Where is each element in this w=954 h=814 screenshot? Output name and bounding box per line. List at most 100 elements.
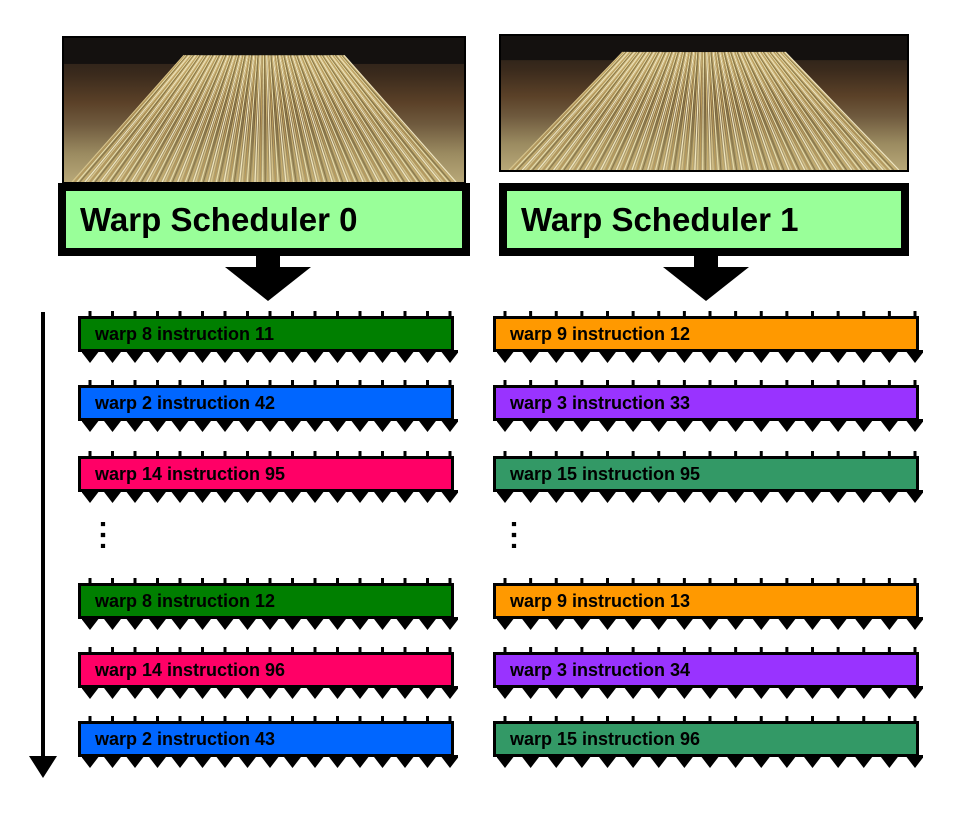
output-arrow	[192, 686, 213, 699]
input-tick	[811, 647, 814, 655]
loom-thread	[236, 55, 254, 182]
input-tick	[448, 451, 452, 459]
loom-thread	[319, 54, 400, 182]
loom-thread	[534, 51, 635, 170]
input-tick	[313, 647, 317, 655]
instruction-label: warp 2 instruction 42	[95, 392, 276, 413]
loom-thread	[636, 51, 677, 170]
output-arrow	[170, 490, 190, 503]
output-arrow	[520, 490, 541, 503]
input-tick	[246, 647, 249, 655]
loom-thread	[652, 51, 684, 170]
input-tick	[759, 716, 763, 724]
input-tick	[836, 647, 840, 655]
output-arrow	[853, 419, 874, 432]
input-tick	[708, 716, 712, 724]
output-arrow	[648, 490, 669, 503]
input-tick	[426, 578, 429, 586]
output-arrow	[802, 617, 823, 630]
input-tick	[201, 578, 204, 586]
output-arrow	[417, 419, 438, 432]
output-arrow	[700, 617, 720, 630]
input-tick	[156, 716, 159, 724]
loom-thread	[726, 51, 761, 170]
input-tick	[358, 311, 362, 319]
output-arrow	[879, 686, 900, 699]
input-tick	[708, 380, 712, 388]
input-tick	[381, 451, 384, 459]
output-arrow	[350, 350, 370, 363]
instruction-bar: warp 2 instruction 42	[78, 385, 454, 421]
loom-thread	[208, 55, 242, 182]
output-arrow	[571, 419, 592, 432]
output-arrow	[497, 350, 515, 363]
ellipsis-top: :	[509, 511, 519, 544]
input-tick	[88, 451, 92, 459]
input-tick	[88, 578, 92, 586]
output-arrow	[751, 755, 772, 768]
output-arrow	[546, 686, 567, 699]
input-tick	[268, 380, 272, 388]
output-arrow	[853, 686, 874, 699]
output-arrow	[215, 617, 235, 630]
loom-thread	[315, 54, 390, 182]
input-tick	[862, 578, 866, 586]
input-tick	[580, 716, 584, 724]
input-tick	[336, 380, 339, 388]
output-arrow	[440, 617, 458, 630]
loom-thread	[720, 51, 746, 170]
loom-thread	[719, 51, 743, 170]
output-arrow	[350, 617, 370, 630]
loom-thread	[197, 55, 238, 182]
output-arrow	[879, 350, 900, 363]
output-arrow	[497, 419, 515, 432]
output-arrow	[802, 686, 823, 699]
input-tick	[887, 380, 891, 388]
loom-thread	[657, 51, 686, 170]
loom-thread	[764, 51, 850, 170]
input-tick	[913, 647, 917, 655]
loom-thread	[297, 55, 346, 182]
loom-thread	[542, 51, 638, 170]
output-arrow	[546, 617, 567, 630]
input-tick	[133, 578, 137, 586]
input-tick	[111, 311, 114, 319]
output-arrow	[828, 350, 849, 363]
input-tick	[268, 578, 272, 586]
input-tick	[313, 716, 317, 724]
instruction-label: warp 9 instruction 12	[510, 323, 691, 344]
loom-thread	[584, 51, 655, 170]
input-tick	[836, 578, 840, 586]
input-tick	[178, 578, 182, 586]
input-tick	[631, 578, 635, 586]
input-tick	[358, 578, 362, 586]
instruction-slot: warp 9 instruction 12	[493, 311, 923, 363]
loom-thread	[724, 51, 756, 170]
slot-output-arrows	[82, 686, 458, 699]
input-tick	[201, 451, 204, 459]
output-arrow	[102, 617, 123, 630]
output-arrow	[260, 490, 280, 503]
loom-thread	[644, 51, 681, 170]
loom-thread	[187, 55, 233, 182]
output-arrow	[725, 755, 746, 768]
output-arrow	[440, 686, 458, 699]
loom-thread	[730, 51, 769, 170]
input-tick	[291, 578, 294, 586]
output-arrow	[905, 686, 923, 699]
input-tick	[133, 647, 137, 655]
loom-thread	[218, 55, 246, 182]
loom-thread	[110, 54, 201, 182]
loom-thread	[79, 54, 188, 182]
output-arrow	[147, 755, 168, 768]
loom-thread	[558, 51, 644, 170]
output-arrow	[571, 350, 592, 363]
input-tick	[503, 647, 507, 655]
slot-input-ticks	[88, 311, 452, 319]
input-tick	[606, 578, 609, 586]
input-tick	[554, 380, 558, 388]
loom-thread	[286, 55, 320, 182]
loom-thread	[254, 55, 261, 182]
loom-thread	[723, 51, 753, 170]
output-arrow	[215, 686, 235, 699]
